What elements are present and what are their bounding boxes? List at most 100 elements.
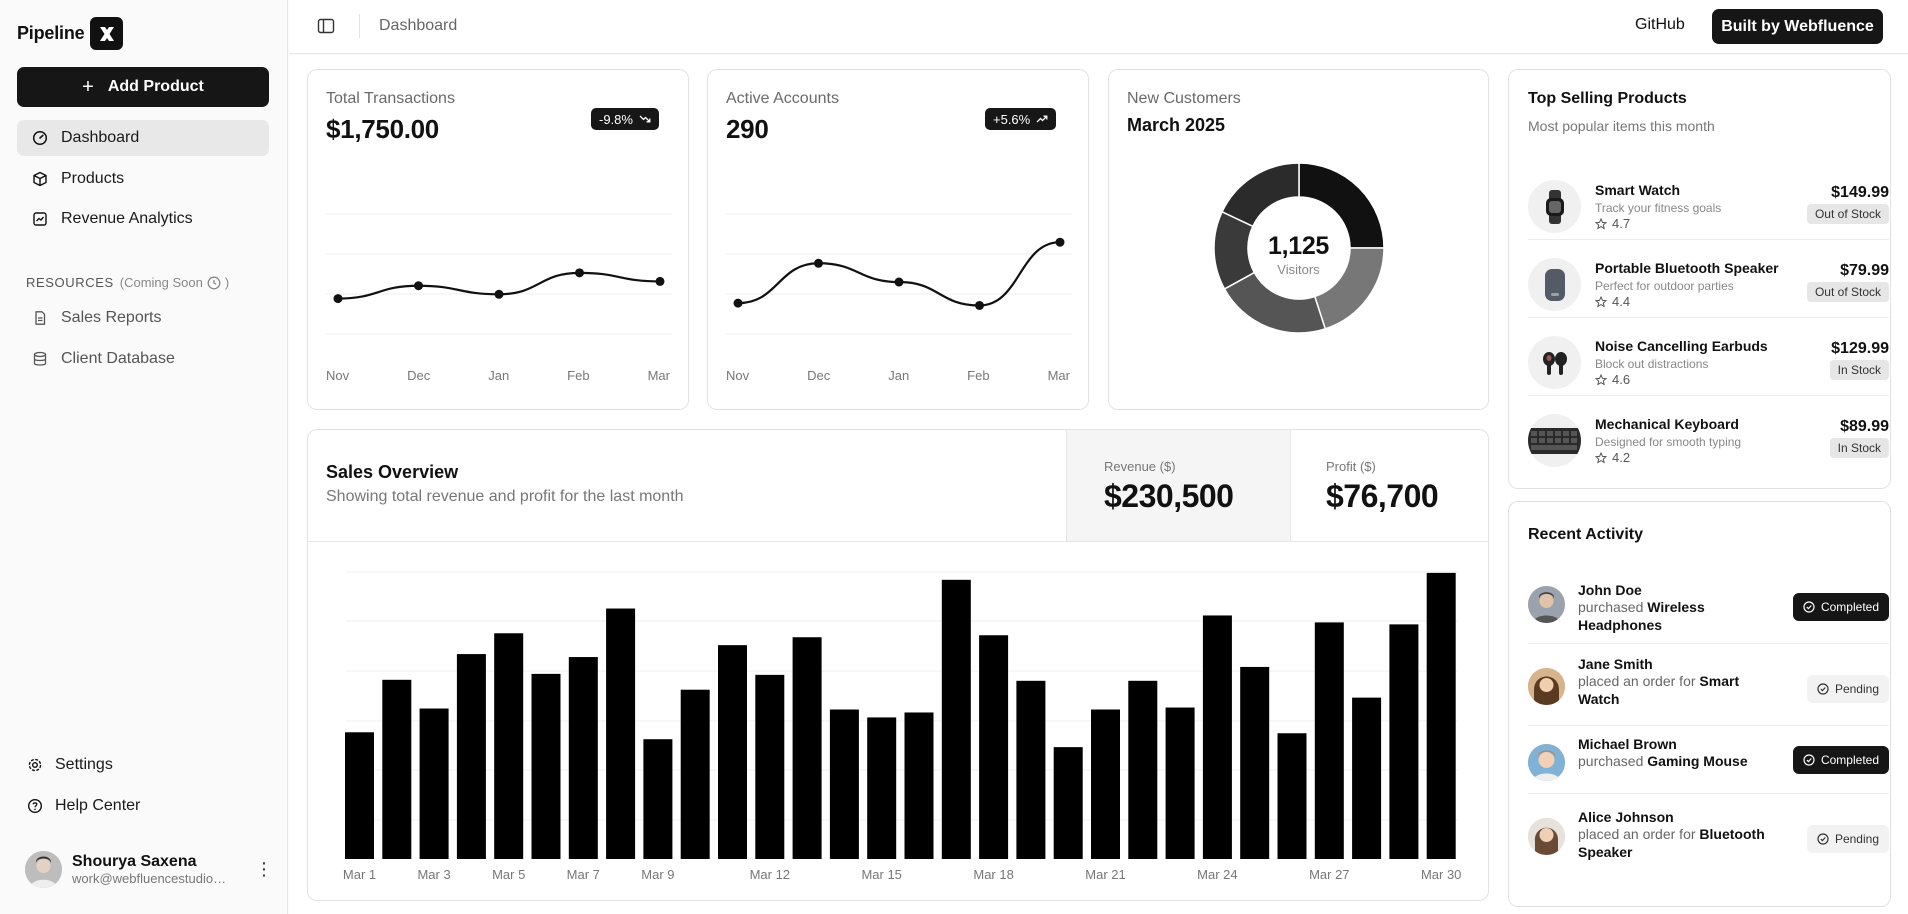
donut-slice[interactable] — [1221, 162, 1300, 228]
bar[interactable] — [456, 654, 486, 859]
brand[interactable]: Pipeline — [17, 17, 124, 50]
product-row[interactable]: Portable Bluetooth Speaker Perfect for o… — [1528, 248, 1889, 318]
product-row[interactable]: Noise Cancelling Earbuds Block out distr… — [1528, 326, 1889, 396]
keyboard-image — [1528, 414, 1581, 467]
product-row[interactable]: Smart Watch Track your fitness goals 4.7… — [1528, 170, 1889, 240]
bar[interactable] — [829, 709, 859, 859]
stock-badge: Out of Stock — [1806, 204, 1889, 224]
total-transactions-card: Total Transactions $1,750.00 -9.8% Nov D… — [307, 69, 689, 410]
data-point[interactable] — [414, 281, 423, 291]
bar[interactable] — [1389, 624, 1419, 859]
bar[interactable] — [904, 712, 934, 859]
add-product-button[interactable]: + Add Product — [17, 67, 269, 107]
data-point[interactable] — [894, 277, 904, 287]
profit-stat[interactable]: Profit ($) $76,700 — [1291, 430, 1488, 541]
metric-label: Total Transactions — [326, 90, 455, 107]
built-by-button[interactable]: Built by Webfluence — [1712, 9, 1883, 44]
metric-value: $1,750.00 — [326, 114, 439, 144]
gear-icon — [28, 758, 42, 772]
x-axis: Nov Dec Jan Feb Mar — [326, 368, 670, 383]
bar[interactable] — [606, 608, 636, 859]
new-customers-card: New Customers March 2025 1,125 Visitors — [1108, 69, 1489, 410]
bar[interactable] — [1016, 680, 1046, 859]
data-point[interactable] — [575, 268, 584, 278]
more-options-icon[interactable]: ⋮ — [255, 858, 273, 879]
sidebar-item-sales-reports[interactable]: Sales Reports — [17, 300, 269, 336]
activity-row[interactable]: John Doe purchased Wireless Headphones C… — [1528, 572, 1889, 644]
bar[interactable] — [680, 689, 710, 859]
bar[interactable] — [755, 674, 785, 859]
data-point[interactable] — [733, 298, 743, 308]
bar[interactable] — [1202, 615, 1232, 859]
donut-slice[interactable] — [1223, 271, 1327, 334]
bar[interactable] — [979, 635, 1009, 859]
bar[interactable] — [718, 645, 747, 859]
activity-row[interactable]: Michael Brown purchased Gaming Mouse Com… — [1528, 730, 1889, 794]
top-header: Dashboard GitHub Built by Webfluence — [289, 0, 1908, 54]
sidebar-toggle-icon[interactable] — [317, 17, 335, 35]
bar[interactable] — [1426, 572, 1456, 859]
sidebar-item-settings[interactable]: Settings — [17, 748, 269, 782]
bar[interactable] — [792, 637, 822, 859]
x-tick-label: Mar 30 — [1420, 867, 1462, 882]
bar[interactable] — [345, 732, 374, 859]
activity-action: purchased — [1578, 753, 1644, 769]
bar[interactable] — [1314, 622, 1344, 859]
bar[interactable] — [867, 717, 897, 859]
data-point[interactable] — [814, 258, 823, 268]
profit-label: Profit ($) — [1326, 459, 1376, 474]
sidebar: Pipeline + Add Product Dashboard Product… — [0, 0, 288, 914]
product-row[interactable]: Mechanical Keyboard Designed for smooth … — [1528, 404, 1889, 474]
activity-row[interactable]: Jane Smith placed an order for Smart Wat… — [1528, 648, 1889, 726]
bar[interactable] — [1240, 666, 1270, 859]
activity-text: Michael Brown purchased Gaming Mouse — [1578, 736, 1778, 770]
x-axis: Nov Dec Jan Feb Mar — [726, 368, 1070, 383]
trend-badge-text: -9.8% — [599, 111, 633, 127]
trend-badge: +5.6% — [985, 108, 1057, 130]
sidebar-item-dashboard[interactable]: Dashboard — [17, 120, 269, 156]
bar[interactable] — [1352, 697, 1382, 859]
sidebar-item-revenue-analytics[interactable]: Revenue Analytics — [17, 201, 269, 237]
data-point[interactable] — [494, 289, 504, 299]
bar[interactable] — [531, 673, 561, 859]
bar[interactable] — [568, 657, 598, 859]
card-title: Recent Activity — [1528, 526, 1643, 543]
x-tick-label: Dec — [407, 368, 431, 383]
activity-description: placed an order for Bluetooth Speaker — [1578, 825, 1778, 861]
activity-row[interactable]: Alice Johnson placed an order for Blueto… — [1528, 798, 1889, 878]
sidebar-item-products[interactable]: Products — [17, 161, 269, 197]
sidebar-item-help-center[interactable]: Help Center — [17, 789, 269, 823]
data-point[interactable] — [655, 276, 665, 286]
bar[interactable] — [1053, 747, 1083, 859]
data-point[interactable] — [1055, 237, 1065, 247]
sidebar-item-client-database[interactable]: Client Database — [17, 341, 269, 377]
user-profile[interactable]: Shourya Saxena work@webfluencestudio.com… — [25, 850, 273, 888]
check-circle-icon — [1817, 833, 1829, 845]
bar[interactable] — [643, 739, 673, 859]
bar[interactable] — [419, 708, 449, 859]
data-point[interactable] — [975, 300, 984, 310]
bar[interactable] — [941, 579, 971, 859]
avatar — [1528, 586, 1565, 623]
rating-value: 4.4 — [1612, 294, 1631, 309]
github-link[interactable]: GitHub — [1635, 16, 1685, 33]
trend-badge-text: +5.6% — [993, 111, 1031, 127]
bar[interactable] — [1277, 733, 1307, 859]
logo-icon — [90, 17, 124, 50]
bar[interactable] — [1165, 707, 1195, 859]
activity-item: Smart Watch — [1578, 673, 1740, 707]
revenue-label: Revenue ($) — [1104, 459, 1176, 474]
user-name: Shourya Saxena — [72, 852, 197, 870]
bar[interactable] — [1091, 709, 1120, 859]
bar[interactable] — [494, 633, 524, 859]
revenue-stat[interactable]: Revenue ($) $230,500 — [1066, 430, 1291, 541]
x-tick-label: Mar — [1047, 368, 1070, 383]
avatar — [1528, 818, 1565, 855]
product-description: Track your fitness goals — [1595, 201, 1722, 215]
coming-soon-note: (Coming Soon ) — [120, 275, 229, 290]
data-point[interactable] — [333, 294, 343, 304]
bar[interactable] — [382, 679, 412, 859]
bar[interactable] — [1128, 680, 1158, 859]
x-tick-label: Mar 21 — [1085, 867, 1126, 882]
metric-label: Active Accounts — [726, 90, 839, 107]
